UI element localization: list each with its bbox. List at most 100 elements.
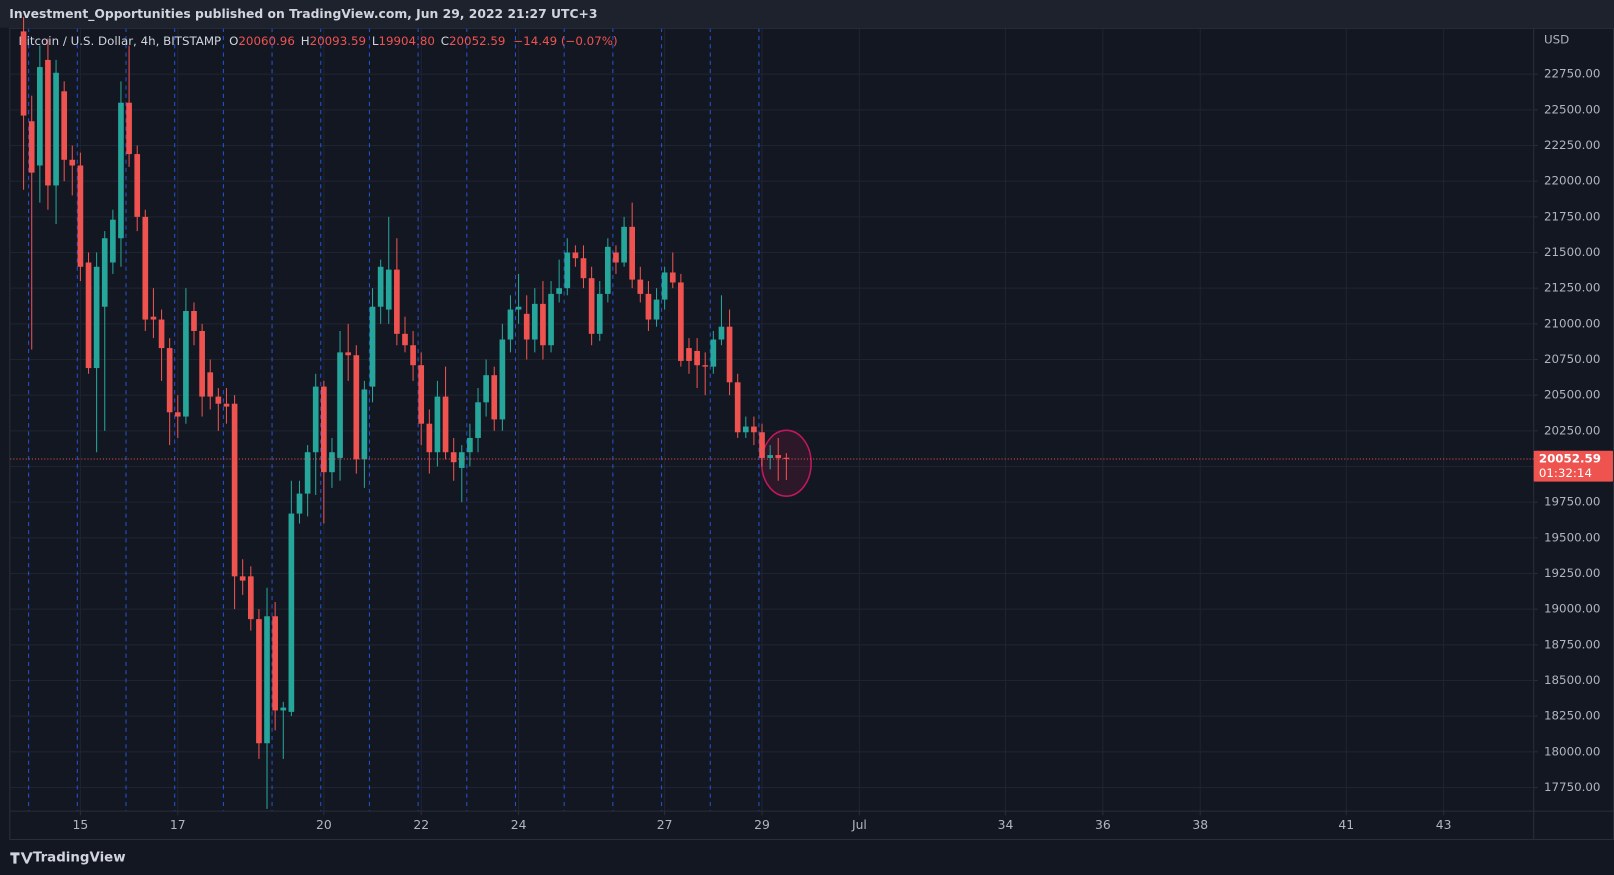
y-tick-label: 19500.00 bbox=[1544, 530, 1600, 544]
y-tick-label: 18000.00 bbox=[1544, 744, 1600, 758]
candle-body bbox=[337, 352, 343, 458]
candle-body bbox=[410, 345, 416, 366]
legend-value: 19904.80 bbox=[378, 34, 434, 48]
y-tick-label: 22000.00 bbox=[1544, 174, 1600, 188]
x-tick-label: 15 bbox=[73, 818, 89, 832]
y-tick-label: 18500.00 bbox=[1544, 673, 1600, 687]
candle-body bbox=[191, 310, 197, 331]
y-tick-label: 18750.00 bbox=[1544, 637, 1600, 651]
legend-symbol: Bitcoin / U.S. Dollar, 4h, BITSTAMP bbox=[19, 34, 222, 48]
candle-body bbox=[93, 266, 100, 369]
candle-body bbox=[678, 282, 684, 361]
y-tick-label: 21500.00 bbox=[1544, 245, 1600, 259]
candle-body bbox=[85, 262, 92, 369]
candle-body bbox=[150, 316, 157, 320]
frame bbox=[9, 27, 1614, 840]
candle-body bbox=[556, 288, 562, 294]
candle-body bbox=[264, 616, 270, 744]
candle-body bbox=[207, 372, 214, 397]
candle-body bbox=[572, 252, 579, 259]
candle-body bbox=[483, 375, 489, 403]
candle-body bbox=[564, 252, 571, 289]
plot-area bbox=[10, 27, 1534, 812]
y-tick-label: 21000.00 bbox=[1544, 316, 1600, 330]
y-tick-label: 20250.00 bbox=[1544, 423, 1600, 437]
candle-body bbox=[304, 452, 311, 494]
candle-body bbox=[434, 396, 441, 453]
candle-body bbox=[548, 293, 554, 346]
candle-body bbox=[499, 339, 506, 420]
candle-body bbox=[775, 455, 782, 458]
candle-body bbox=[450, 452, 457, 463]
candle-body bbox=[515, 306, 522, 310]
header-bar bbox=[0, 0, 1614, 28]
candle-body bbox=[726, 326, 733, 383]
candle-body bbox=[110, 219, 116, 263]
y-tick-label: 17750.00 bbox=[1544, 780, 1600, 794]
candle-body bbox=[418, 365, 425, 424]
x-tick-label: 36 bbox=[1095, 818, 1111, 832]
x-tick-label: 29 bbox=[754, 818, 770, 832]
candle-body bbox=[742, 426, 749, 433]
candle-body bbox=[61, 91, 68, 160]
candle-body bbox=[256, 619, 262, 744]
candle-body bbox=[77, 165, 84, 267]
x-tick-label: 27 bbox=[657, 818, 673, 832]
candle-body bbox=[288, 513, 295, 712]
candle-body bbox=[199, 330, 205, 397]
candle-body bbox=[361, 389, 368, 460]
legend-key: H bbox=[301, 34, 310, 48]
x-tick-label: 34 bbox=[998, 818, 1014, 832]
candle-body bbox=[321, 386, 327, 473]
candle-body bbox=[142, 216, 149, 320]
legend-key: L bbox=[372, 34, 379, 48]
y-tick-label: 20750.00 bbox=[1544, 352, 1600, 366]
candle-body bbox=[653, 299, 660, 320]
candle-body bbox=[613, 252, 619, 263]
candle-body bbox=[475, 402, 481, 438]
legend-change: −14.49 (−0.07%) bbox=[513, 34, 617, 48]
candle-body bbox=[231, 403, 238, 577]
candle-body bbox=[20, 31, 27, 116]
candle-body bbox=[507, 309, 514, 340]
x-tick-label: 22 bbox=[413, 818, 429, 832]
last-price-label: 20052.59 bbox=[1539, 451, 1601, 465]
candle-body bbox=[118, 102, 124, 239]
candle-body bbox=[491, 375, 498, 420]
y-tick-label: 18250.00 bbox=[1544, 709, 1600, 723]
candle-body bbox=[759, 432, 765, 458]
candle-body bbox=[134, 154, 141, 217]
y-tick-label: 22250.00 bbox=[1544, 138, 1600, 152]
x-tick-label: 20 bbox=[316, 818, 332, 832]
candle-body bbox=[661, 272, 668, 300]
candle-body bbox=[239, 576, 246, 581]
candle-body bbox=[767, 455, 773, 458]
candle-body bbox=[53, 72, 59, 186]
candle-body bbox=[686, 348, 692, 361]
candle-body bbox=[604, 246, 611, 294]
candle-body bbox=[588, 278, 595, 334]
footer: TradingView bbox=[10, 850, 126, 865]
legend-value: 20060.96 bbox=[238, 34, 294, 48]
candle-body bbox=[734, 382, 741, 433]
candle-body bbox=[540, 303, 546, 346]
y-tick-label: 19750.00 bbox=[1544, 495, 1600, 509]
candle-body bbox=[531, 303, 538, 340]
legend: Bitcoin / U.S. Dollar, 4h, BITSTAMP O200… bbox=[19, 34, 618, 48]
legend-value: 20052.59 bbox=[449, 34, 505, 48]
candle-body bbox=[126, 102, 132, 155]
x-tick-label: 38 bbox=[1192, 818, 1208, 832]
candle-body bbox=[272, 616, 278, 711]
y-tick-label: 21750.00 bbox=[1544, 209, 1600, 223]
legend-value: 20093.59 bbox=[310, 34, 366, 48]
x-tick-label: Jul bbox=[851, 818, 867, 832]
candle-body bbox=[621, 226, 627, 263]
candle-body bbox=[28, 121, 35, 173]
candle-body bbox=[223, 403, 230, 407]
candle-body bbox=[442, 396, 449, 453]
candle-body bbox=[645, 293, 652, 320]
y-tick-label: 19250.00 bbox=[1544, 566, 1600, 580]
candle-body bbox=[312, 386, 319, 453]
x-tick-label: 43 bbox=[1436, 818, 1452, 832]
